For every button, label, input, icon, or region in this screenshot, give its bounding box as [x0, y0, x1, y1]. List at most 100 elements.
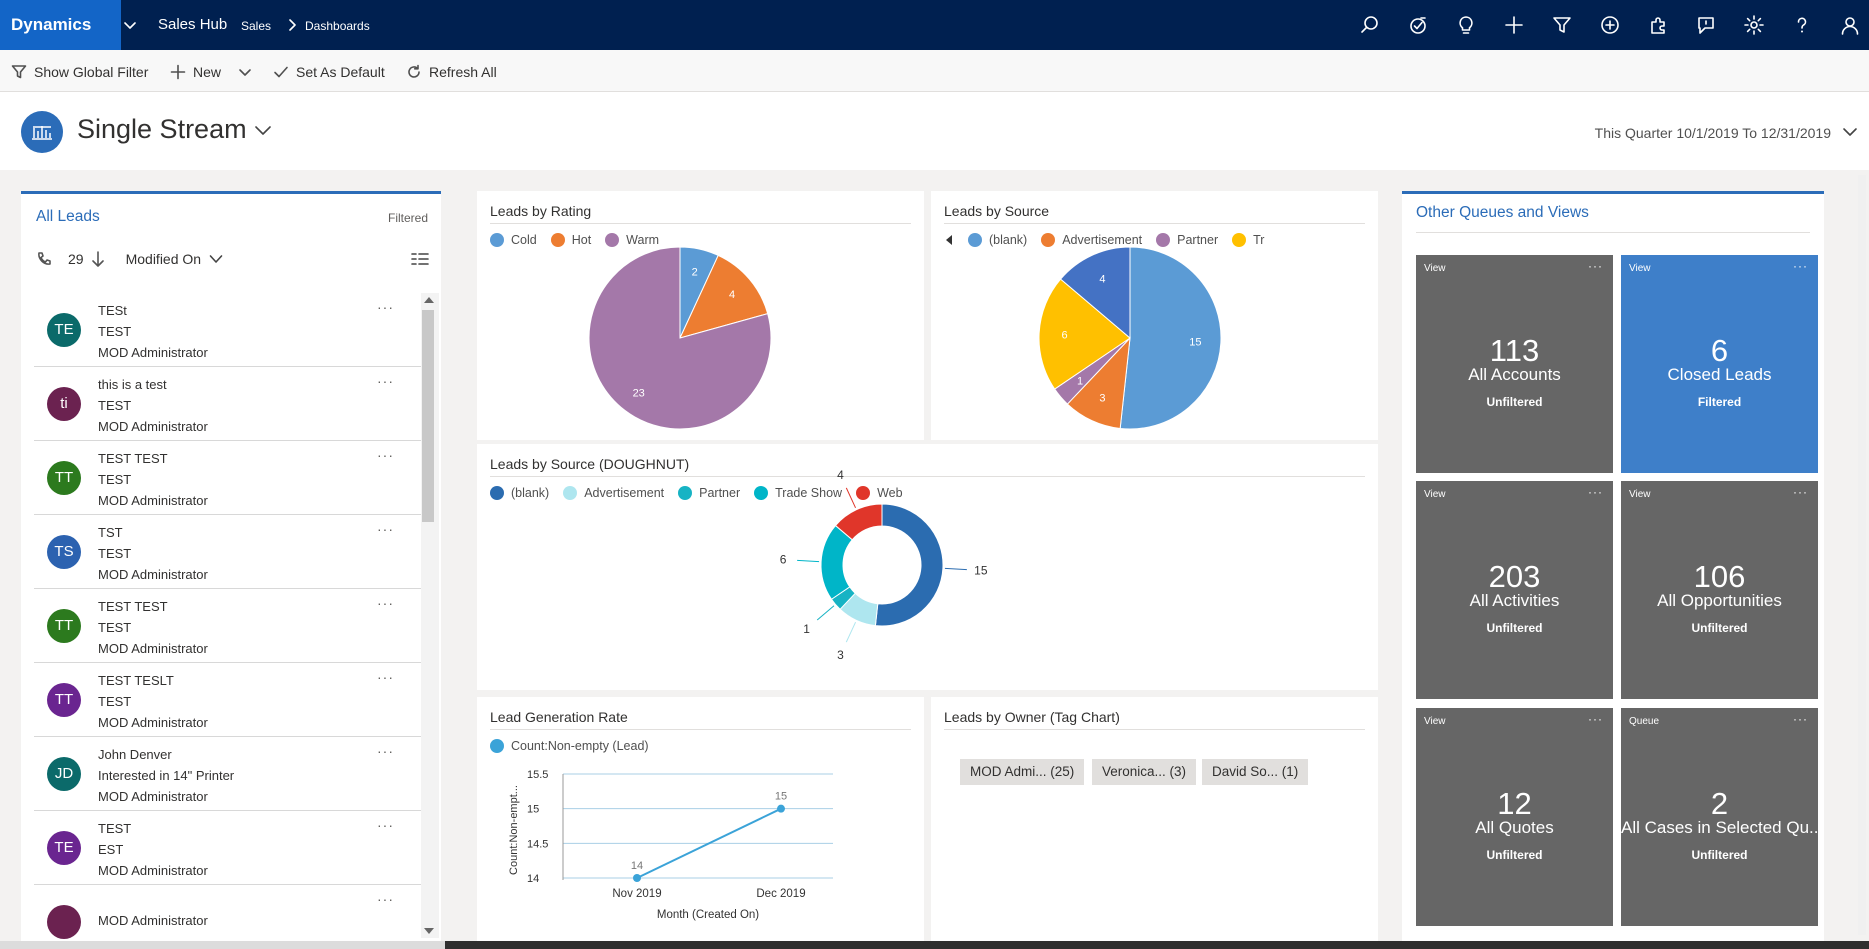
avatar[interactable]: TT — [47, 609, 81, 643]
lead-line1[interactable]: TEST TEST — [98, 599, 168, 614]
chevron-down-icon[interactable] — [209, 254, 223, 264]
date-range-filter[interactable]: This Quarter 10/1/2019 To 12/31/2019 — [1594, 125, 1831, 141]
lead-line1[interactable]: John Denver — [98, 747, 172, 762]
puzzle-icon[interactable] — [1647, 14, 1669, 36]
brand-link[interactable]: Dynamics 365 — [0, 0, 121, 84]
set-as-default-button[interactable]: Set As Default — [273, 62, 385, 82]
queue-tile[interactable]: View 12 All Quotes Unfiltered ··· — [1416, 708, 1613, 926]
page-scrollbar[interactable] — [1858, 175, 1866, 935]
filter-icon[interactable] — [1551, 14, 1573, 36]
lead-line1[interactable]: TESt — [98, 303, 127, 318]
avatar[interactable] — [47, 905, 81, 939]
avatar[interactable]: TS — [47, 535, 81, 569]
chevron-down-icon[interactable] — [1842, 126, 1858, 138]
more-options-icon[interactable]: ··· — [1588, 485, 1603, 499]
legend-item[interactable]: Web — [856, 486, 903, 500]
more-options-icon[interactable]: ··· — [377, 447, 394, 463]
series-line[interactable] — [636, 807, 782, 879]
app-name[interactable]: Sales Hub — [158, 16, 228, 33]
lead-line1[interactable]: this is a test — [98, 377, 167, 392]
legend-prev-arrow-icon[interactable] — [944, 234, 954, 246]
lead-row[interactable]: JD John Denver Interested in 14" Printer MO… — [34, 737, 421, 811]
more-options-icon[interactable]: ··· — [1588, 712, 1603, 726]
scroll-down-arrow-icon[interactable] — [424, 928, 434, 934]
legend-item[interactable]: Cold — [490, 233, 537, 247]
legend-item[interactable]: Count:Non-empty (Lead) — [490, 739, 649, 753]
list-view-icon[interactable] — [411, 251, 429, 267]
owner-tag[interactable]: David So... (1) — [1202, 759, 1309, 785]
lead-line1[interactable]: TST — [98, 525, 123, 540]
feedback-icon[interactable] — [1695, 14, 1717, 36]
more-options-icon[interactable]: ··· — [1793, 485, 1808, 499]
breadcrumb-page[interactable]: Dashboards — [305, 19, 370, 33]
breadcrumb-area[interactable]: Sales — [241, 19, 272, 33]
more-options-icon[interactable]: ··· — [1793, 712, 1808, 726]
pie-slice[interactable] — [1119, 246, 1222, 430]
sort-arrow-down-icon[interactable] — [91, 251, 105, 267]
scrollbar-thumb[interactable] — [422, 310, 434, 522]
lead-row[interactable]: TT TEST TESLT TEST MOD Administrator ··· — [34, 663, 421, 737]
lead-line1[interactable]: TEST — [98, 821, 132, 836]
pie-slice[interactable] — [1059, 246, 1131, 340]
avatar[interactable]: JD — [47, 757, 81, 791]
legend-item[interactable]: Advertisement — [563, 486, 664, 500]
legend-item[interactable]: Tr — [1232, 233, 1264, 247]
lead-row[interactable]: TS TST TEST MOD Administrator ··· — [34, 515, 421, 589]
leads-panel-title[interactable]: All Leads — [36, 208, 100, 225]
queue-tile[interactable]: View 6 Closed Leads Filtered ··· — [1621, 255, 1818, 473]
line-chart[interactable]: 15.5 15 14.5 14 14 Nov 2019 15 Dec 2019 Month (C… — [477, 697, 924, 941]
lead-row[interactable]: TE TESt TEST MOD Administrator ··· — [34, 293, 421, 367]
user-profile-icon[interactable] — [1839, 14, 1861, 36]
lead-line1[interactable]: TEST TESLT — [98, 673, 174, 688]
legend-item[interactable]: Partner — [1156, 233, 1218, 247]
legend-item[interactable]: Trade Show — [754, 486, 842, 500]
legend-item[interactable]: Partner — [678, 486, 740, 500]
circle-plus-icon[interactable] — [1599, 14, 1621, 36]
more-options-icon[interactable]: ··· — [1793, 259, 1808, 273]
queue-tile[interactable]: View 113 All Accounts Unfiltered ··· — [1416, 255, 1613, 473]
lead-line1[interactable]: TEST TEST — [98, 451, 168, 466]
data-point[interactable] — [633, 874, 641, 882]
lead-row[interactable]: TT TEST TEST TEST MOD Administrator ··· — [34, 589, 421, 663]
avatar[interactable]: ti — [47, 387, 81, 421]
more-options-icon[interactable]: ··· — [377, 595, 394, 611]
doughnut-segment[interactable] — [834, 503, 883, 541]
chevron-down-icon[interactable] — [122, 17, 138, 33]
scroll-up-arrow-icon[interactable] — [424, 297, 434, 303]
lightbulb-icon[interactable] — [1455, 14, 1477, 36]
refresh-all-button[interactable]: Refresh All — [406, 62, 497, 82]
more-options-icon[interactable]: ··· — [377, 669, 394, 685]
owner-tag[interactable]: MOD Admi... (25) — [960, 759, 1085, 785]
queue-tile[interactable]: View 106 All Opportunities Unfiltered ··· — [1621, 481, 1818, 699]
legend-item[interactable]: (blank) — [490, 486, 549, 500]
pie-slice[interactable] — [588, 246, 772, 430]
more-options-icon[interactable]: ··· — [377, 817, 394, 833]
legend-item[interactable]: Advertisement — [1041, 233, 1142, 247]
more-options-icon[interactable]: ··· — [377, 743, 394, 759]
pie-slice[interactable] — [679, 254, 769, 339]
legend-item[interactable]: (blank) — [968, 233, 1027, 247]
avatar[interactable]: TE — [47, 831, 81, 865]
leads-by-rating-chart[interactable]: 2 4 23 — [477, 191, 924, 440]
lead-row[interactable]: TT TEST TEST TEST MOD Administrator ··· — [34, 441, 421, 515]
pie-slice[interactable] — [1038, 278, 1131, 390]
more-options-icon[interactable]: ··· — [377, 521, 394, 537]
sort-field[interactable]: Modified On — [125, 251, 202, 267]
legend-item[interactable]: Warm — [605, 233, 659, 247]
chevron-down-icon[interactable] — [254, 124, 272, 138]
leads-by-source-chart[interactable]: 15 3 1 6 4 — [931, 191, 1378, 440]
dashboard-title[interactable]: Single Stream — [77, 114, 247, 144]
queue-tile[interactable]: View 203 All Activities Unfiltered ··· — [1416, 481, 1613, 699]
more-options-icon[interactable]: ··· — [377, 891, 394, 907]
new-button[interactable]: New — [170, 62, 253, 82]
search-icon[interactable] — [1359, 14, 1381, 36]
doughnut-segment[interactable] — [874, 503, 944, 627]
phone-icon[interactable] — [36, 251, 52, 267]
doughnut-segment[interactable] — [820, 524, 853, 600]
owner-tag[interactable]: Veronica... (3) — [1092, 759, 1197, 785]
more-options-icon[interactable]: ··· — [377, 373, 394, 389]
legend-item[interactable]: Hot — [550, 233, 591, 247]
data-point[interactable] — [777, 804, 785, 813]
lead-row[interactable]: MOD Administrator ··· — [34, 885, 421, 941]
doughnut-chart[interactable]: 15 3 1 6 4 — [477, 444, 1378, 690]
